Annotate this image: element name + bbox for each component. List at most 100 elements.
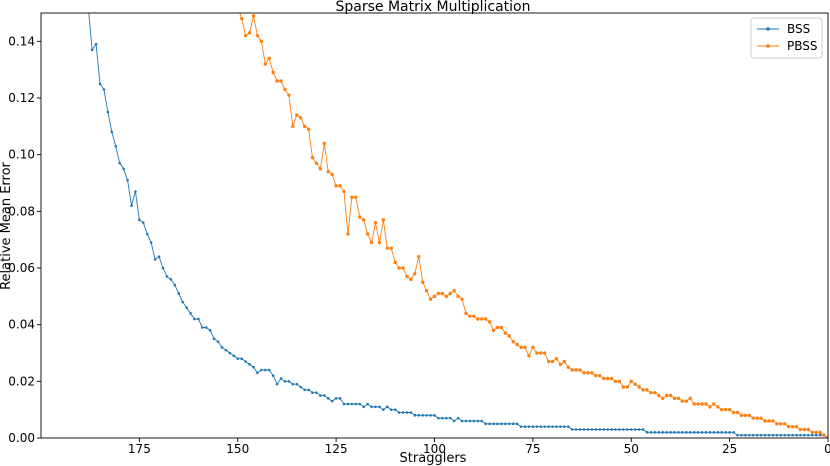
data-point-bss: [330, 399, 334, 403]
data-point-pbss: [251, 14, 256, 18]
data-point-pbss: [476, 317, 480, 321]
data-point-pbss: [668, 393, 673, 398]
legend-label-pbss: PBSS: [787, 39, 818, 53]
data-point-bss: [803, 433, 806, 437]
data-point-bss: [618, 428, 621, 431]
data-point-pbss: [440, 291, 445, 296]
data-point-pbss: [377, 240, 382, 245]
data-point-pbss: [452, 288, 456, 293]
data-point-bss: [358, 402, 362, 406]
data-point-pbss: [428, 297, 433, 301]
x-tick-label: 125: [325, 442, 348, 456]
data-point-pbss: [657, 393, 661, 398]
data-point-pbss: [487, 320, 492, 324]
data-point-bss: [275, 382, 279, 386]
data-point-pbss: [287, 93, 291, 97]
data-point-pbss: [566, 365, 570, 369]
data-point-pbss: [723, 407, 728, 412]
data-point-pbss: [247, 31, 252, 35]
data-point-pbss: [767, 419, 771, 423]
data-point-pbss: [373, 220, 378, 225]
data-point-bss: [476, 419, 480, 423]
data-point-bss: [193, 317, 196, 321]
data-point-bss: [145, 232, 149, 236]
data-point-bss: [480, 419, 484, 423]
data-point-pbss: [255, 33, 260, 38]
data-point-pbss: [503, 331, 508, 335]
data-point-pbss: [727, 407, 732, 412]
data-point-pbss: [578, 368, 582, 372]
data-point-bss: [578, 428, 582, 431]
data-point-bss: [232, 354, 236, 358]
data-point-bss: [445, 416, 448, 420]
data-point-pbss: [401, 266, 405, 270]
data-point-bss: [130, 204, 133, 207]
data-point-bss: [181, 300, 184, 304]
legend-marker-bss: [766, 27, 770, 31]
data-point-bss: [511, 422, 515, 426]
data-point-bss: [354, 402, 358, 406]
data-point-pbss: [444, 294, 449, 299]
data-point-pbss: [637, 385, 641, 389]
data-point-bss: [456, 416, 460, 420]
data-point-pbss: [243, 33, 248, 38]
data-point-bss: [319, 394, 322, 397]
data-point-pbss: [594, 373, 598, 378]
data-point-bss: [551, 425, 554, 428]
data-point-bss: [590, 428, 594, 431]
data-point-bss: [492, 422, 495, 426]
data-point-pbss: [535, 351, 539, 355]
data-point-pbss: [704, 402, 708, 406]
data-point-bss: [626, 428, 629, 431]
data-point-pbss: [338, 184, 342, 188]
data-point-bss: [685, 431, 688, 434]
data-point-bss: [740, 433, 743, 437]
data-point-pbss: [322, 141, 327, 146]
data-point-bss: [602, 428, 605, 431]
data-point-bss: [606, 428, 609, 431]
data-point-pbss: [393, 260, 397, 265]
data-point-pbss: [542, 351, 547, 355]
data-point-bss: [586, 428, 590, 431]
data-point-bss: [570, 428, 574, 431]
data-point-bss: [460, 419, 464, 423]
data-point-pbss: [672, 396, 677, 401]
data-point-pbss: [598, 373, 602, 378]
data-point-bss: [212, 337, 216, 341]
data-point-bss: [157, 255, 161, 258]
data-point-bss: [468, 419, 472, 423]
data-point-bss: [641, 428, 645, 431]
data-point-bss: [610, 428, 613, 431]
data-point-bss: [688, 431, 692, 434]
data-point-bss: [118, 161, 121, 165]
data-point-bss: [437, 416, 440, 420]
data-point-bss: [338, 397, 342, 400]
data-point-pbss: [731, 410, 736, 415]
data-point-bss: [728, 431, 731, 434]
data-point-bss: [350, 402, 354, 406]
data-point-pbss: [405, 274, 409, 279]
data-point-bss: [464, 419, 468, 423]
data-point-bss: [763, 433, 767, 437]
data-point-bss: [307, 388, 310, 392]
data-point-bss: [755, 433, 759, 437]
data-point-bss: [366, 402, 369, 406]
data-point-bss: [252, 365, 255, 369]
data-point-bss: [244, 360, 247, 363]
data-point-bss: [539, 425, 543, 428]
data-point-bss: [161, 266, 165, 270]
data-point-pbss: [790, 424, 795, 429]
data-point-pbss: [822, 433, 826, 437]
data-point-pbss: [550, 359, 555, 364]
data-point-bss: [523, 425, 527, 428]
y-tick-label: 0.04: [8, 318, 35, 332]
x-axis-label: Stragglers: [400, 451, 467, 466]
data-point-bss: [409, 411, 413, 414]
data-point-pbss: [692, 402, 696, 406]
data-point-pbss: [531, 345, 535, 350]
data-point-bss: [385, 405, 389, 409]
chart-title: Sparse Matrix Multiplication: [336, 0, 531, 15]
data-point-bss: [645, 431, 649, 434]
data-point-pbss: [755, 416, 759, 420]
